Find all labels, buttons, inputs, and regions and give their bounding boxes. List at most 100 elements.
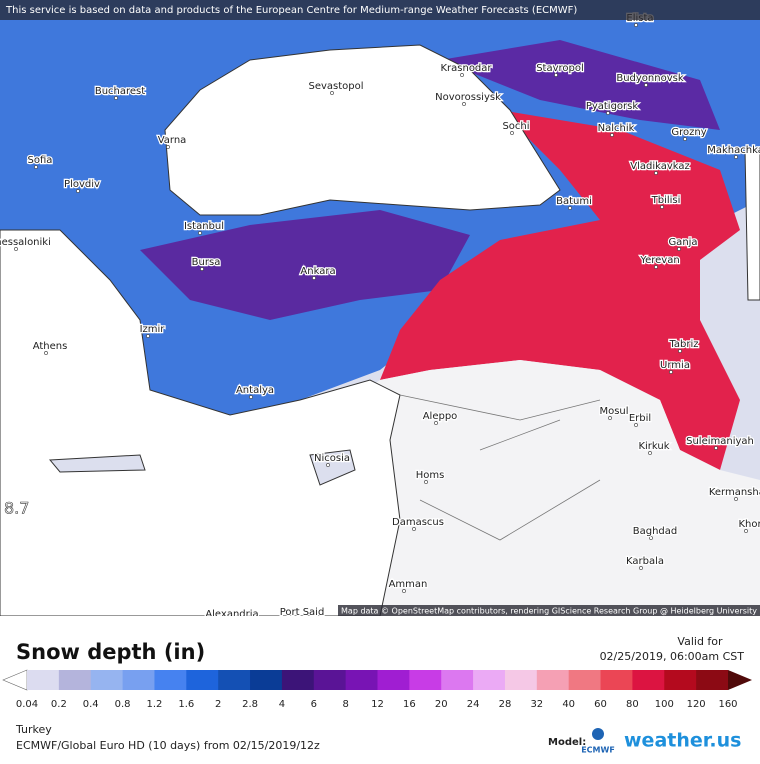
city-label: Yerevan xyxy=(639,255,679,266)
city-label: Sofia xyxy=(28,155,53,166)
header-bar xyxy=(0,0,760,20)
city-label: Urmia xyxy=(660,360,690,371)
legend-label: 24 xyxy=(467,699,480,710)
legend-swatch xyxy=(122,670,155,690)
legend-label: 2.8 xyxy=(242,699,258,710)
valid-time: 02/25/2019, 06:00am CST xyxy=(600,650,745,663)
land-south xyxy=(320,360,760,616)
legend-swatch xyxy=(345,670,378,690)
city-dot xyxy=(734,155,738,159)
legend-swatch xyxy=(473,670,506,690)
legend-label: 20 xyxy=(435,699,448,710)
city-dot xyxy=(200,267,204,271)
model-run: ECMWF/Global Euro HD (10 days) from 02/1… xyxy=(16,739,320,752)
city-dot xyxy=(634,423,638,427)
legend-label: 32 xyxy=(530,699,543,710)
legend-swatch xyxy=(218,670,251,690)
legend-label: 0.2 xyxy=(51,699,67,710)
brand: weather.us xyxy=(624,730,741,752)
edge-value: 8.7 xyxy=(4,499,29,518)
legend-label: 100 xyxy=(655,699,674,710)
city-label: Vladikavkaz xyxy=(630,161,690,172)
city-label: Stavropol xyxy=(536,63,584,74)
city-label: Bursa xyxy=(192,257,221,268)
map: ElistaKrasnodarStavropolBudyonnovskNovor… xyxy=(0,0,760,618)
city-label: Grozny xyxy=(671,127,706,138)
legend-swatch xyxy=(504,670,538,690)
city-dot xyxy=(510,131,514,135)
city-label: Baghdad xyxy=(633,526,678,537)
legend-label: 4 xyxy=(279,699,285,710)
city-dot xyxy=(568,206,572,210)
city-label: Istanbul xyxy=(184,221,224,232)
city-dot xyxy=(554,73,558,77)
legend-swatch xyxy=(154,670,187,690)
city-dot xyxy=(402,589,406,593)
city-label: Pyatigorsk xyxy=(586,101,639,112)
legend-arrow-right xyxy=(728,670,752,690)
legend-swatch xyxy=(632,670,665,690)
ecmwf-icon xyxy=(592,728,604,740)
city-dot xyxy=(14,247,18,251)
legend-label: 160 xyxy=(718,699,737,710)
city-label: Homs xyxy=(416,470,445,481)
city-dot xyxy=(634,23,638,27)
city-label: Novorossiysk xyxy=(435,92,501,103)
city-label: Ankara xyxy=(300,266,335,277)
legend-label: 40 xyxy=(562,699,575,710)
legend-label: 16 xyxy=(403,699,416,710)
city-dot xyxy=(683,137,687,141)
city-dot xyxy=(114,96,118,100)
legend-swatch xyxy=(27,670,60,690)
city-dot xyxy=(669,370,673,374)
city-label: Mosul xyxy=(599,406,628,417)
city-dot xyxy=(76,189,80,193)
city-label: Varna xyxy=(158,135,187,146)
city-dot xyxy=(654,265,658,269)
city-label: Athens xyxy=(33,341,68,352)
snow-purple xyxy=(440,40,720,130)
legend-swatch xyxy=(441,670,474,690)
city-label: Erbil xyxy=(629,413,651,424)
city-dot xyxy=(166,145,170,149)
city-dot xyxy=(744,529,748,533)
city-label: Nicosia xyxy=(314,453,350,464)
city-dot xyxy=(644,83,648,87)
city-dot xyxy=(462,102,466,106)
city-label: Aleppo xyxy=(423,411,458,422)
legend-swatch xyxy=(664,670,697,690)
city-dot xyxy=(648,451,652,455)
city-dot xyxy=(330,91,334,95)
city-labels: ElistaKrasnodarStavropolBudyonnovskNovor… xyxy=(0,12,760,618)
city-dot xyxy=(610,133,614,137)
city-label: Khor xyxy=(738,519,760,530)
city-dot xyxy=(608,416,612,420)
mediterranean xyxy=(0,229,401,616)
model-label: Model: xyxy=(548,737,586,748)
legend-swatch xyxy=(313,670,347,690)
legend-label: 28 xyxy=(499,699,512,710)
city-label: Plovdiv xyxy=(64,179,100,190)
legend-label: 8 xyxy=(342,699,348,710)
city-label: Sevastopol xyxy=(308,81,363,92)
city-dot xyxy=(654,171,658,175)
legend-swatch xyxy=(696,670,729,690)
city-label: Batumi xyxy=(556,196,592,207)
snow-red xyxy=(380,110,740,470)
city-label: Antalya xyxy=(236,385,274,396)
city-dot xyxy=(606,111,610,115)
legend-swatch xyxy=(409,670,442,690)
city-label: Karbala xyxy=(626,556,664,567)
legend-swatch xyxy=(600,670,633,690)
city-dot xyxy=(249,395,253,399)
city-dot xyxy=(660,205,664,209)
title: Snow depth (in) xyxy=(16,640,205,664)
legend-label: 0.04 xyxy=(16,699,38,710)
city-label: Port Said xyxy=(280,607,325,618)
legend-swatch xyxy=(281,670,315,690)
city-label: Damascus xyxy=(392,517,444,528)
city-dot xyxy=(34,165,38,169)
city-label: Thessaloniki xyxy=(0,237,51,248)
city-label: Kirkuk xyxy=(638,441,669,452)
legend-swatch xyxy=(568,670,602,690)
